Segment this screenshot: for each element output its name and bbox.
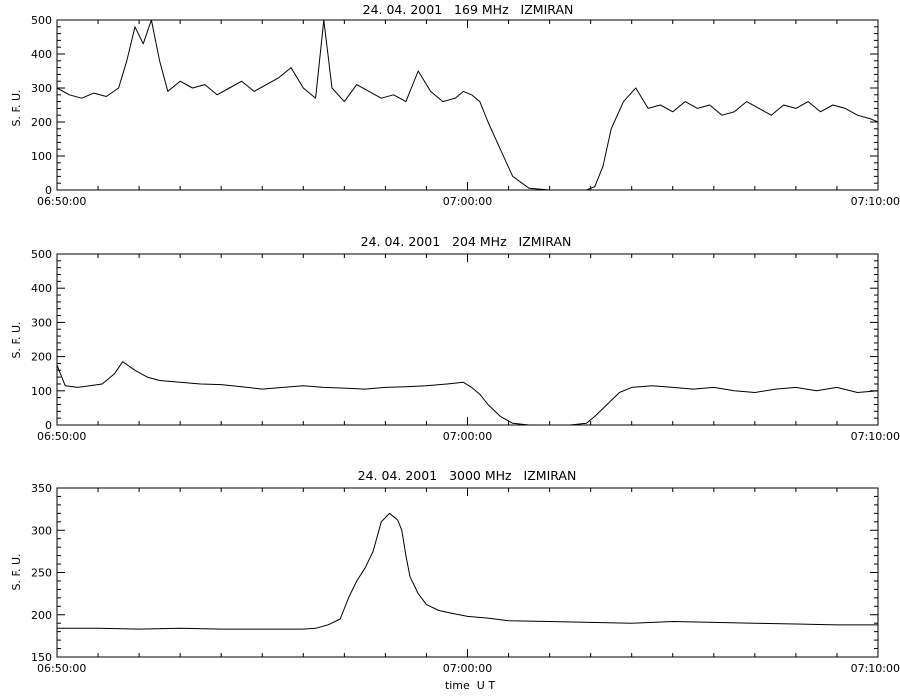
tick-marks	[56, 487, 879, 658]
x-tick-label: 06:50:00	[37, 195, 86, 208]
panel-204mhz: 24. 04. 2001 204 MHz IZMIRAN S. F. U. 0 1…	[10, 234, 900, 443]
y-axis-label: S. F. U.	[10, 89, 23, 126]
y-tick-label: 150	[31, 651, 52, 664]
y-tick-label: 350	[31, 482, 52, 495]
x-tick-labels: 06:50:00 07:00:00 07:10:00	[37, 430, 900, 443]
y-tick-label: 300	[31, 316, 52, 329]
tick-marks	[56, 19, 879, 191]
x-tick-label: 06:50:00	[37, 662, 86, 675]
y-tick-labels: 0 100 200 300 400 500	[31, 14, 52, 197]
x-tick-label: 07:00:00	[443, 195, 492, 208]
y-tick-label: 500	[31, 248, 52, 261]
plot-frame	[56, 253, 879, 426]
y-tick-label: 250	[31, 567, 52, 580]
x-axis-label: time U T	[445, 679, 495, 692]
x-tick-label: 07:00:00	[443, 662, 492, 675]
tick-marks	[56, 253, 879, 426]
series-layer	[56, 19, 879, 191]
y-tick-label: 400	[31, 282, 52, 295]
x-tick-label: 07:10:00	[851, 430, 900, 443]
y-tick-label: 400	[31, 48, 52, 61]
y-tick-label: 300	[31, 82, 52, 95]
y-tick-label: 0	[45, 184, 52, 197]
y-axis-label: S. F. U.	[10, 553, 23, 590]
panel-169mhz: 24. 04. 2001 169 MHz IZMIRAN S. F. U. 0 1…	[10, 2, 900, 208]
panel-title: 24. 04. 2001 169 MHz IZMIRAN	[363, 2, 574, 17]
y-tick-label: 200	[31, 609, 52, 622]
plot-frame	[56, 19, 879, 191]
y-tick-label: 300	[31, 524, 52, 537]
y-tick-label: 100	[31, 150, 52, 163]
x-tick-label: 07:00:00	[443, 430, 492, 443]
flux-series-line	[56, 361, 879, 426]
flux-series-line	[57, 512, 878, 630]
y-tick-label: 200	[31, 351, 52, 364]
y-tick-label: 0	[45, 419, 52, 432]
x-tick-labels: 06:50:00 07:00:00 07:10:00	[37, 662, 900, 675]
y-tick-label: 200	[31, 116, 52, 129]
x-tick-label: 07:10:00	[851, 662, 900, 675]
series-layer	[57, 512, 878, 630]
y-axis-label: S. F. U.	[10, 321, 23, 358]
flux-series-line	[56, 19, 879, 191]
panel-3000mhz: 24. 04. 2001 3000 MHz IZMIRAN S. F. U. 1…	[10, 468, 900, 692]
x-tick-label: 06:50:00	[37, 430, 86, 443]
plot-frame	[56, 487, 879, 658]
panel-title: 24. 04. 2001 204 MHz IZMIRAN	[361, 234, 572, 249]
x-tick-labels: 06:50:00 07:00:00 07:10:00	[37, 195, 900, 208]
panel-title: 24. 04. 2001 3000 MHz IZMIRAN	[358, 468, 577, 483]
series-layer	[56, 361, 879, 426]
y-tick-labels: 0 100 200 300 400 500	[31, 248, 52, 432]
x-tick-label: 07:10:00	[851, 195, 900, 208]
y-tick-label: 100	[31, 385, 52, 398]
y-tick-labels: 150 200 250 300 350	[31, 482, 52, 664]
y-tick-label: 500	[31, 14, 52, 27]
